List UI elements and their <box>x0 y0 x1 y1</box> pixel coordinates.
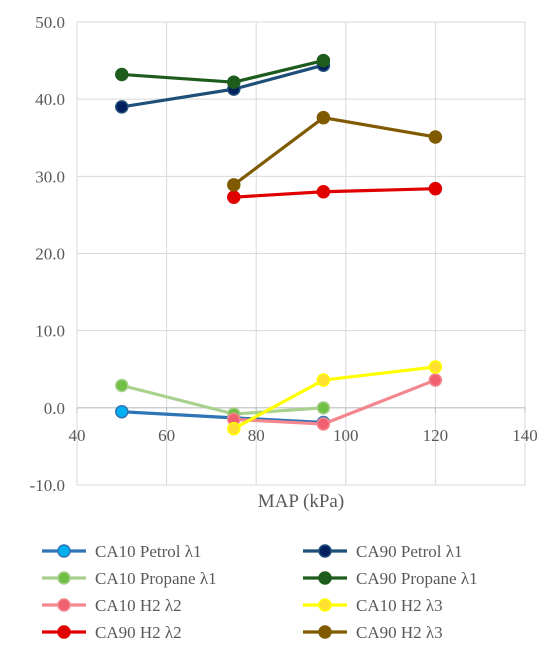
y-tick-label: 20.0 <box>35 245 65 264</box>
series-line <box>233 378 436 426</box>
legend-item: CA90 H2 λ3 <box>303 623 443 642</box>
series-5 <box>227 360 443 436</box>
x-tick-label: 40 <box>69 426 86 445</box>
x-tick-label: 100 <box>333 426 359 445</box>
series-7 <box>227 110 443 192</box>
data-point <box>115 404 129 419</box>
x-axis-label: MAP (kPa) <box>258 491 344 512</box>
gridlines <box>77 21 526 486</box>
y-tick-label: 0.0 <box>44 399 65 418</box>
y-tick-label: 50.0 <box>35 13 65 32</box>
legend-item: CA10 H2 λ3 <box>303 596 443 615</box>
series-group <box>115 53 443 436</box>
legend-marker <box>318 625 332 639</box>
legend-label: CA90 H2 λ3 <box>356 623 443 642</box>
data-point <box>316 373 331 387</box>
data-point <box>115 67 129 82</box>
series-4 <box>227 373 443 431</box>
series-line <box>121 383 324 416</box>
legend-item: CA90 Petrol λ1 <box>303 542 462 561</box>
x-tick-label: 80 <box>248 426 265 445</box>
data-point <box>115 378 129 393</box>
series-6 <box>227 181 443 204</box>
x-tick-label: 120 <box>423 426 449 445</box>
data-point <box>316 53 331 68</box>
series-line <box>232 116 436 187</box>
series-3 <box>115 53 331 89</box>
data-point <box>227 190 241 204</box>
series-line <box>233 187 436 199</box>
tick-labels: -10.0 0.0 10.0 20.0 30.0 40.0 50.0 40 60 80 100 120… <box>30 13 538 495</box>
data-point <box>428 181 443 196</box>
legend-label: CA90 Petrol λ1 <box>356 542 462 561</box>
x-tick-label: 140 <box>512 426 538 445</box>
legend-label: CA10 H2 λ2 <box>95 596 182 615</box>
data-point <box>428 130 443 144</box>
legend-label: CA10 Propane λ1 <box>95 569 217 588</box>
series-line <box>121 63 324 109</box>
legend-label: CA90 Propane λ1 <box>356 569 478 588</box>
legend: CA10 Petrol λ1 CA90 Petrol λ1 CA10 Propane… <box>42 542 478 642</box>
data-point <box>316 110 331 125</box>
legend-item: CA10 Propane λ1 <box>42 569 217 588</box>
data-point <box>316 401 331 415</box>
data-point <box>115 100 129 114</box>
y-tick-label: -10.0 <box>30 476 65 495</box>
y-tick-label: 30.0 <box>35 167 65 186</box>
legend-marker <box>57 598 71 612</box>
y-tick-label: 10.0 <box>35 322 65 341</box>
legend-label: CA90 H2 λ2 <box>95 623 182 642</box>
legend-marker <box>318 598 332 612</box>
data-point <box>428 373 443 387</box>
legend-label: CA10 H2 λ3 <box>356 596 443 615</box>
legend-item: CA90 H2 λ2 <box>42 623 182 642</box>
data-point <box>227 75 241 89</box>
legend-marker <box>57 571 71 585</box>
legend-marker <box>57 625 71 639</box>
legend-marker <box>318 544 332 558</box>
series-line <box>121 59 324 84</box>
legend-marker <box>57 544 71 558</box>
legend-item: CA90 Propane λ1 <box>303 569 478 588</box>
data-point <box>227 421 241 436</box>
legend-item: CA10 H2 λ2 <box>42 596 182 615</box>
data-point <box>428 360 443 374</box>
data-point <box>316 417 331 431</box>
data-point <box>316 185 331 199</box>
data-point <box>227 178 241 192</box>
x-tick-label: 60 <box>158 426 175 445</box>
legend-label: CA10 Petrol λ1 <box>95 542 201 561</box>
y-tick-label: 40.0 <box>35 90 65 109</box>
legend-item: CA10 Petrol λ1 <box>42 542 201 561</box>
legend-marker <box>318 571 332 585</box>
